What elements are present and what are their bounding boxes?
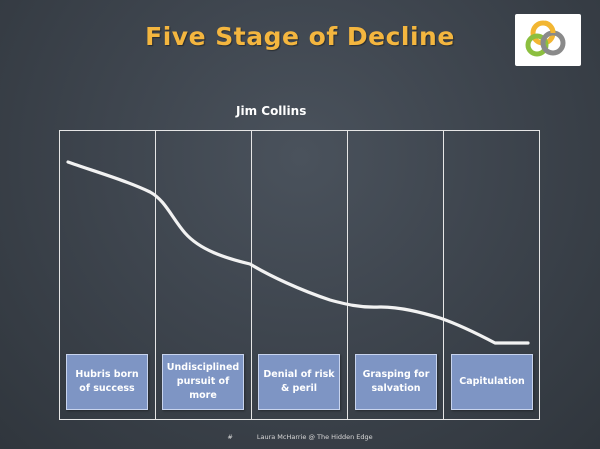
chart-subtitle: Jim Collins [236, 104, 307, 118]
stage-frame [59, 130, 540, 420]
stage-divider [251, 130, 252, 420]
stage-box-denial: Denial of risk & peril [258, 354, 340, 410]
slide-title: Five Stage of Decline [145, 22, 455, 51]
interlocking-rings-logo-icon [525, 20, 566, 57]
logo [515, 14, 581, 66]
decline-line [66, 160, 530, 345]
footer-credit: Laura McHarrie @ The Hidden Edge [256, 433, 373, 441]
stage-box-hubris: Hubris born of success [66, 354, 148, 410]
stage-divider [347, 130, 348, 420]
stage-box-grasping: Grasping for salvation [355, 354, 437, 410]
slide-number: # [227, 433, 233, 441]
stage-box-capitulation: Capitulation [451, 354, 533, 410]
stage-divider [443, 130, 444, 420]
footer: # Laura McHarrie @ The Hidden Edge [0, 433, 600, 441]
stage-divider [155, 130, 156, 420]
stage-box-undisciplined: Undisciplined pursuit of more [162, 354, 244, 410]
